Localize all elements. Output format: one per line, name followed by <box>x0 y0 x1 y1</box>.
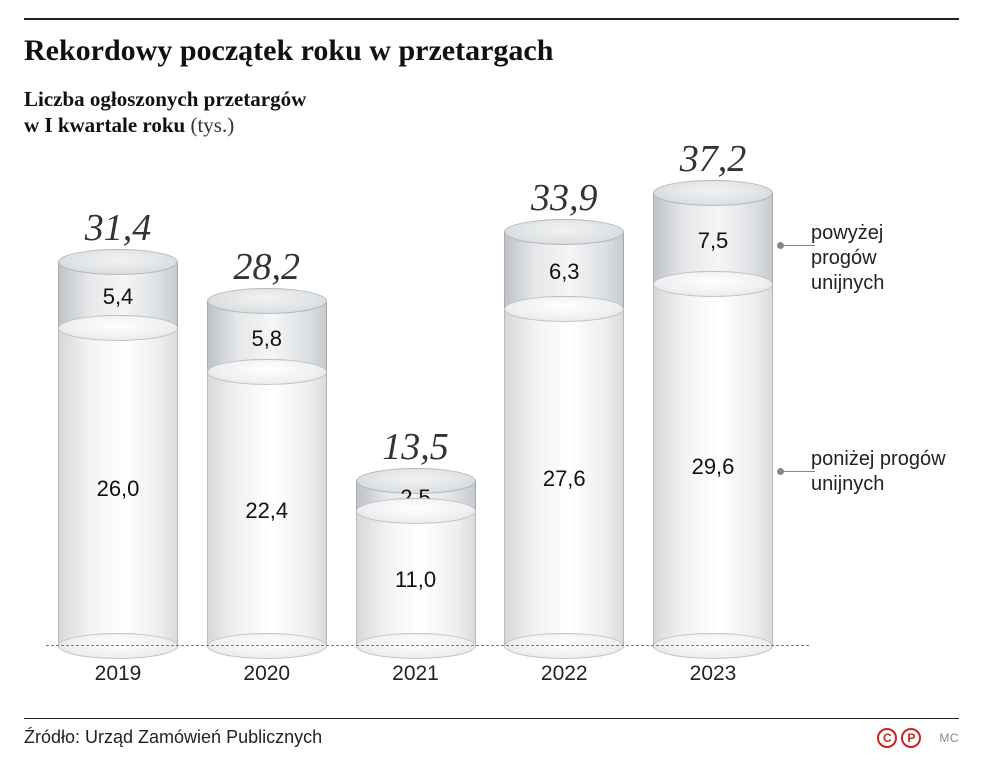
subtitle-line2: w I kwartale roku <box>24 113 185 137</box>
cylinder: 5,8 22,4 <box>207 301 327 645</box>
x-label: 2021 <box>344 662 488 686</box>
footer: Źródło: Urząd Zamówień Publicznych C P M… <box>24 718 959 748</box>
credit-text: MC <box>939 731 959 745</box>
annotation-lower-dot <box>777 468 784 475</box>
bar-2020: 28,2 5,8 22,4 <box>195 245 339 645</box>
upper-value: 6,3 <box>504 259 624 285</box>
copyright-p-icon: P <box>901 728 921 748</box>
annotation-lower-line <box>783 471 815 472</box>
x-label: 2019 <box>46 662 190 686</box>
subtitle-line1: Liczba ogłoszonych przetargów <box>24 87 306 111</box>
chart-area: 31,4 5,4 26,0 28,2 5,8 22,4 13,5 2,511,0 33,9 6,3… <box>24 145 959 690</box>
baseline <box>46 645 809 646</box>
lower-value: 29,6 <box>653 454 773 480</box>
copyright-c-icon: C <box>877 728 897 748</box>
upper-value: 5,4 <box>58 284 178 310</box>
lower-part: 27,6 <box>504 309 624 646</box>
bar-2021: 13,5 2,511,0 <box>344 425 488 646</box>
cylinder: 2,511,0 <box>356 481 476 646</box>
lower-part: 22,4 <box>207 372 327 645</box>
lower-value: 11,0 <box>356 567 476 593</box>
annotation-upper-line <box>783 245 815 246</box>
annotation-upper-text: powyżej progów unijnych <box>811 222 884 294</box>
bar-columns: 31,4 5,4 26,0 28,2 5,8 22,4 13,5 2,511,0 33,9 6,3… <box>46 145 785 646</box>
annotation-upper: powyżej progów unijnych <box>811 221 953 296</box>
x-label: 2022 <box>492 662 636 686</box>
chart-subtitle: Liczba ogłoszonych przetargów w I kwarta… <box>24 86 959 139</box>
source-text: Źródło: Urząd Zamówień Publicznych <box>24 727 877 748</box>
total-label: 33,9 <box>531 176 598 220</box>
annotation-lower: poniżej progów unijnych <box>811 447 953 497</box>
subtitle-unit: (tys.) <box>190 113 234 137</box>
cylinder: 6,3 27,6 <box>504 232 624 646</box>
x-axis-labels: 20192020202120222023 <box>46 662 785 686</box>
bar-2019: 31,4 5,4 26,0 <box>46 206 190 645</box>
cylinder: 5,4 26,0 <box>58 262 178 645</box>
lower-value: 27,6 <box>504 466 624 492</box>
upper-value: 5,8 <box>207 326 327 352</box>
upper-value: 7,5 <box>653 228 773 254</box>
lower-part: 11,0 <box>356 511 476 645</box>
x-label: 2020 <box>195 662 339 686</box>
total-label: 31,4 <box>85 206 152 250</box>
annotation-lower-text: poniżej progów unijnych <box>811 448 946 495</box>
bar-2023: 37,2 7,5 29,6 <box>641 137 785 646</box>
total-label: 28,2 <box>234 245 301 289</box>
lower-value: 26,0 <box>58 476 178 502</box>
x-label: 2023 <box>641 662 785 686</box>
total-label: 13,5 <box>382 425 449 469</box>
total-label: 37,2 <box>680 137 747 181</box>
cylinder: 7,5 29,6 <box>653 193 773 646</box>
lower-part: 29,6 <box>653 284 773 645</box>
top-rule <box>24 18 959 20</box>
chart-title: Rekordowy początek roku w przetargach <box>24 34 959 68</box>
lower-value: 22,4 <box>207 498 327 524</box>
lower-part: 26,0 <box>58 328 178 645</box>
copyright-badges: C P <box>877 728 921 748</box>
bar-2022: 33,9 6,3 27,6 <box>492 176 636 646</box>
annotation-upper-dot <box>777 242 784 249</box>
